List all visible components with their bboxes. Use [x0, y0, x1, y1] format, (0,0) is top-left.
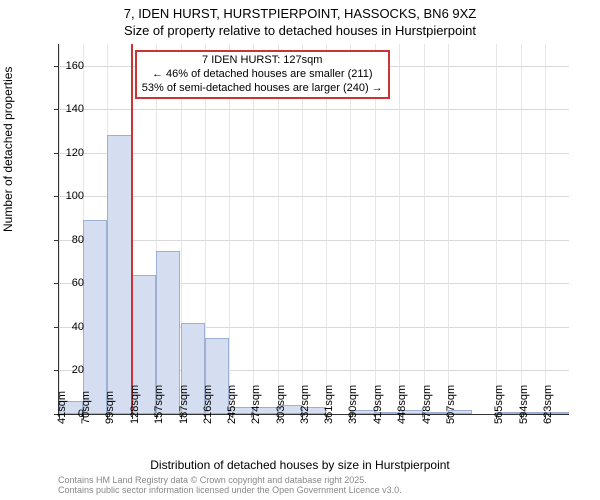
- ytick-label: 140: [54, 103, 84, 115]
- xtick-label: 70sqm: [80, 391, 92, 424]
- xtick-label: 448sqm: [396, 385, 408, 424]
- x-axis-label: Distribution of detached houses by size …: [0, 458, 600, 472]
- grid-v: [253, 44, 254, 414]
- xtick-label: 245sqm: [226, 385, 238, 424]
- xtick-label: 419sqm: [372, 385, 384, 424]
- xtick-label: 361sqm: [323, 385, 335, 424]
- grid-v: [278, 44, 279, 414]
- xtick-label: 99sqm: [104, 391, 116, 424]
- grid-v: [448, 44, 449, 414]
- ytick-label: 20: [54, 364, 84, 376]
- xtick-label: 274sqm: [250, 385, 262, 424]
- xtick-label: 507sqm: [445, 385, 457, 424]
- grid-v: [229, 44, 230, 414]
- grid-v: [496, 44, 497, 414]
- xtick-label: 623sqm: [542, 385, 554, 424]
- grid-h: [59, 196, 569, 197]
- grid-h: [59, 240, 569, 241]
- grid-v: [521, 44, 522, 414]
- histogram-bar: [107, 135, 131, 414]
- xtick-label: 187sqm: [178, 385, 190, 424]
- title-block: 7, IDEN HURST, HURSTPIERPOINT, HASSOCKS,…: [0, 0, 600, 40]
- xtick-label: 128sqm: [129, 385, 141, 424]
- y-axis-label: Number of detached properties: [1, 67, 15, 232]
- chart-container: 7, IDEN HURST, HURSTPIERPOINT, HASSOCKS,…: [0, 0, 600, 500]
- xtick-label: 390sqm: [347, 385, 359, 424]
- histogram-bar: [83, 220, 107, 414]
- grid-v: [326, 44, 327, 414]
- grid-v: [375, 44, 376, 414]
- grid-v: [59, 44, 60, 414]
- title-line-2: Size of property relative to detached ho…: [0, 23, 600, 40]
- footer-line-2: Contains public sector information licen…: [58, 486, 402, 496]
- grid-v: [399, 44, 400, 414]
- xtick-label: 594sqm: [518, 385, 530, 424]
- title-line-1: 7, IDEN HURST, HURSTPIERPOINT, HASSOCKS,…: [0, 6, 600, 23]
- marker-line: [131, 44, 133, 414]
- ytick-label: 60: [54, 277, 84, 289]
- callout-line: ← 46% of detached houses are smaller (21…: [142, 68, 383, 82]
- ytick-label: 120: [54, 147, 84, 159]
- grid-v: [424, 44, 425, 414]
- callout-line: 53% of semi-detached houses are larger (…: [142, 82, 383, 96]
- xtick-label: 332sqm: [299, 385, 311, 424]
- ytick-label: 80: [54, 234, 84, 246]
- xtick-label: 303sqm: [275, 385, 287, 424]
- xtick-label: 216sqm: [202, 385, 214, 424]
- grid-h: [59, 109, 569, 110]
- callout-box: 7 IDEN HURST: 127sqm← 46% of detached ho…: [135, 50, 390, 99]
- ytick-label: 40: [54, 321, 84, 333]
- ytick-label: 160: [54, 60, 84, 72]
- plot-area: 7 IDEN HURST: 127sqm← 46% of detached ho…: [58, 44, 569, 415]
- xtick-label: 41sqm: [56, 391, 68, 424]
- xtick-label: 565sqm: [493, 385, 505, 424]
- grid-h: [59, 153, 569, 154]
- grid-v: [302, 44, 303, 414]
- grid-v: [350, 44, 351, 414]
- xtick-label: 478sqm: [421, 385, 433, 424]
- grid-v: [545, 44, 546, 414]
- footer: Contains HM Land Registry data © Crown c…: [58, 476, 402, 496]
- callout-line: 7 IDEN HURST: 127sqm: [142, 54, 383, 68]
- ytick-label: 100: [54, 190, 84, 202]
- xtick-label: 157sqm: [153, 385, 165, 424]
